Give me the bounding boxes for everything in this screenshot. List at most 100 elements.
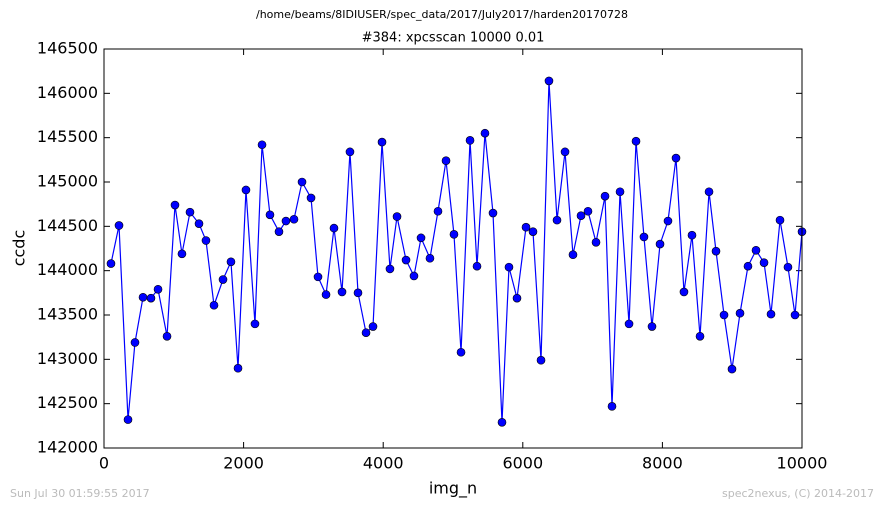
data-point: [401, 255, 411, 265]
footer-right: spec2nexus, (C) 2014-2017: [722, 487, 874, 500]
data-point: [591, 237, 601, 247]
data-point: [679, 287, 689, 297]
data-point: [743, 261, 753, 271]
y-tick-label: 146500: [37, 39, 98, 58]
data-point: [671, 153, 681, 163]
data-point: [647, 322, 657, 331]
data-point: [250, 319, 260, 329]
data-point: [177, 249, 187, 259]
data-point: [185, 207, 195, 217]
x-axis-label: img_n: [429, 479, 477, 499]
data-point: [583, 206, 593, 216]
data-point: [472, 261, 482, 271]
data-point: [194, 219, 204, 228]
data-point: [441, 156, 451, 166]
data-point: [241, 185, 251, 195]
data-point: [521, 222, 531, 232]
data-point: [719, 310, 729, 320]
x-tick-label: 10000: [777, 454, 828, 473]
y-tick-label: 142500: [37, 393, 98, 412]
data-point: [368, 322, 378, 331]
data-point: [130, 338, 140, 347]
data-point: [512, 293, 522, 303]
data-point: [106, 259, 116, 268]
data-point: [783, 262, 793, 272]
x-tick-label: 6000: [502, 454, 543, 473]
data-point: [170, 200, 180, 210]
data-point: [560, 147, 570, 157]
x-tick-label: 2000: [223, 454, 264, 473]
y-tick-label: 144500: [37, 216, 98, 235]
data-point: [281, 216, 291, 226]
footer-left: Sun Jul 30 01:59:55 2017: [10, 487, 150, 500]
data-point: [465, 136, 475, 145]
data-point: [233, 363, 243, 373]
y-tick-label: 145500: [37, 127, 98, 146]
data-point: [488, 208, 498, 218]
x-tick-label: 0: [99, 454, 109, 473]
data-point: [735, 308, 745, 318]
data-point: [528, 227, 538, 236]
plot-frame: [103, 48, 803, 449]
data-point: [377, 137, 387, 147]
data-point: [289, 214, 299, 224]
data-point: [123, 415, 133, 424]
y-tick-label: 142000: [37, 438, 98, 457]
data-point: [504, 262, 514, 272]
data-point: [162, 331, 172, 341]
data-point: [663, 216, 673, 226]
data-point: [766, 309, 776, 319]
data-point: [329, 223, 339, 233]
data-point: [201, 236, 211, 245]
y-tick-label: 144000: [37, 260, 98, 279]
data-point: [600, 191, 610, 201]
data-point: [687, 230, 697, 240]
y-tick-label: 143500: [37, 305, 98, 324]
x-tick-label: 4000: [363, 454, 404, 473]
data-line: [110, 80, 803, 423]
data-point: [615, 187, 625, 197]
data-point: [790, 310, 800, 320]
data-point: [456, 347, 466, 357]
data-point: [607, 402, 617, 411]
y-tick-label: 146000: [37, 83, 98, 102]
data-point: [704, 187, 714, 197]
data-point: [759, 258, 769, 267]
data-point: [138, 292, 148, 302]
data-point: [416, 233, 426, 243]
data-point: [313, 272, 323, 282]
data-point: [655, 239, 665, 249]
data-point: [576, 211, 586, 220]
data-point: [711, 246, 721, 256]
data-point: [321, 290, 331, 299]
data-point: [409, 271, 419, 281]
y-tick-label: 145000: [37, 172, 98, 191]
data-point: [218, 275, 228, 284]
data-point: [209, 300, 219, 310]
data-point: [568, 250, 578, 260]
data-point: [497, 417, 507, 427]
x-tick-label: 8000: [642, 454, 683, 473]
data-point: [146, 293, 156, 303]
data-point: [624, 319, 634, 329]
data-point: [536, 355, 546, 365]
data-point: [639, 232, 649, 242]
chart-title: #384: xpcsscan 10000 0.01: [362, 31, 545, 46]
data-point: [257, 140, 267, 150]
data-point: [751, 245, 761, 255]
data-point: [480, 128, 490, 138]
data-point: [544, 76, 554, 86]
data-point: [727, 364, 737, 374]
y-axis-label: ccdc: [10, 230, 29, 267]
suptitle: /home/beams/8IDIUSER/spec_data/2017/July…: [256, 8, 628, 21]
y-tick-label: 143000: [37, 349, 98, 368]
data-point: [385, 264, 395, 274]
data-point: [353, 288, 363, 298]
data-point: [297, 177, 307, 187]
data-point: [433, 206, 443, 216]
data-point: [345, 147, 355, 157]
data-point: [449, 230, 459, 239]
data-point: [631, 136, 641, 146]
